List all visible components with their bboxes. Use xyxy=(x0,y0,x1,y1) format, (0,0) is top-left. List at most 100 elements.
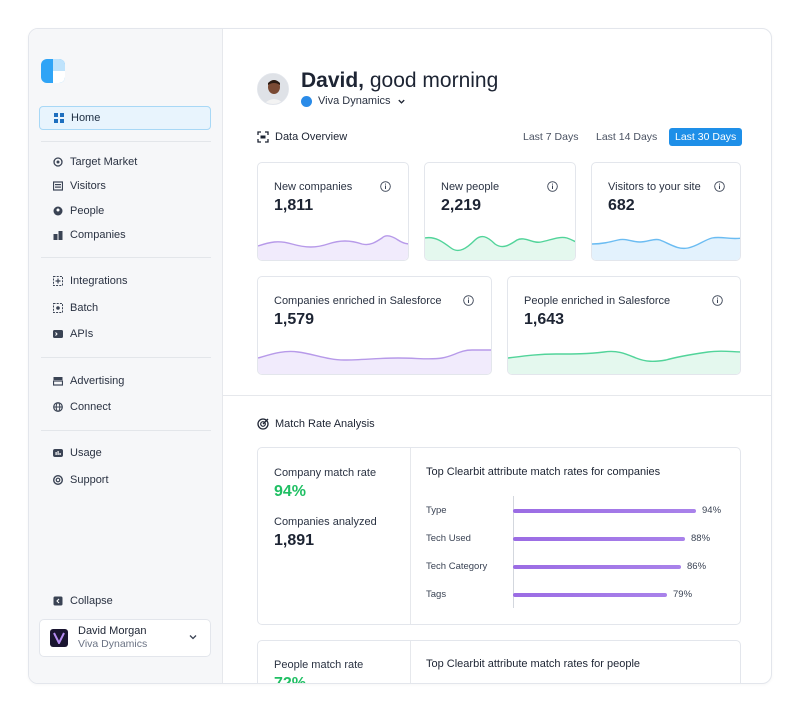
user-photo xyxy=(258,74,288,104)
integrations-icon xyxy=(53,276,63,286)
sidebar-item-label: Target Market xyxy=(70,156,138,168)
collapse-label: Collapse xyxy=(70,595,113,607)
info-icon[interactable] xyxy=(714,181,725,192)
sidebar-item-usage[interactable]: Usage xyxy=(39,441,211,465)
companies-icon xyxy=(53,230,63,240)
data-overview-title: Data Overview xyxy=(257,131,347,143)
bar-tech-category xyxy=(513,565,681,569)
people-attr-chart-title: Top Clearbit attribute match rates for p… xyxy=(426,658,641,670)
sidebar-item-batch[interactable]: Batch xyxy=(39,296,211,320)
sidebar-divider xyxy=(41,430,211,431)
overview-icon xyxy=(257,131,269,143)
range-last-14-days[interactable]: Last 14 Days xyxy=(596,131,658,143)
stat-value: 682 xyxy=(608,197,635,214)
sidebar-item-companies[interactable]: Companies xyxy=(39,223,211,247)
range-last-7-days[interactable]: Last 7 Days xyxy=(523,131,579,143)
bar-value: 94% xyxy=(702,505,722,516)
sidebar-item-people[interactable]: People xyxy=(39,199,211,223)
sidebar-item-label: Home xyxy=(71,112,101,124)
sidebar-item-label: Advertising xyxy=(70,375,125,387)
section-title-text: Data Overview xyxy=(275,131,348,143)
sparkline xyxy=(258,349,491,374)
collapse-button[interactable]: Collapse xyxy=(39,589,211,613)
account-org: Viva Dynamics xyxy=(78,638,148,650)
company-match-rate-value: 94% xyxy=(274,483,307,500)
people-icon xyxy=(53,206,63,216)
stat-card-visitors[interactable]: Visitors to your site 682 xyxy=(591,162,741,261)
sidebar-item-integrations[interactable]: Integrations xyxy=(39,269,211,293)
usage-icon xyxy=(53,448,63,458)
sidebar-divider xyxy=(41,257,211,258)
info-icon[interactable] xyxy=(712,295,723,306)
stat-value: 2,219 xyxy=(441,197,482,214)
sidebar-item-label: Visitors xyxy=(70,180,106,192)
sparkline xyxy=(592,236,740,260)
account-switcher[interactable]: David Morgan Viva Dynamics xyxy=(39,619,211,657)
stat-card-new-companies[interactable]: New companies 1,811 xyxy=(257,162,409,261)
globe-icon xyxy=(53,402,63,412)
chevron-down-icon xyxy=(189,635,197,640)
bar-label: Tech Category xyxy=(426,561,488,572)
stat-label: People enriched in Salesforce xyxy=(524,295,671,307)
clearbit-logo-icon[interactable] xyxy=(41,59,65,83)
bar-label: Tech Used xyxy=(426,533,471,544)
stat-card-people-enriched[interactable]: People enriched in Salesforce 1,643 xyxy=(507,276,741,375)
main-content: David, good morning Viva Dynamics Data O… xyxy=(223,29,771,683)
info-icon[interactable] xyxy=(463,295,474,306)
greeting-text: good morning xyxy=(364,69,499,92)
bar-value: 86% xyxy=(687,561,707,572)
sidebar-item-label: Usage xyxy=(70,447,102,459)
stat-value: 1,811 xyxy=(274,197,314,214)
company-attr-chart-title: Top Clearbit attribute match rates for c… xyxy=(426,466,661,478)
home-grid-icon xyxy=(54,113,64,123)
sidebar-item-visitors[interactable]: Visitors xyxy=(39,174,211,198)
companies-analyzed-label: Companies analyzed xyxy=(274,516,377,528)
bar-value: 88% xyxy=(691,533,711,544)
section-divider xyxy=(223,395,771,396)
org-switcher[interactable]: Viva Dynamics xyxy=(301,95,406,107)
account-name: David Morgan xyxy=(78,625,147,637)
brand-mark-icon xyxy=(53,632,65,644)
advertising-icon xyxy=(53,376,63,386)
bar-label: Type xyxy=(426,505,447,516)
bar-tech-used xyxy=(513,537,685,541)
bar-label: Tags xyxy=(426,589,447,600)
account-avatar xyxy=(50,629,68,647)
sidebar-item-label: Support xyxy=(70,474,109,486)
stat-card-new-people[interactable]: New people 2,219 xyxy=(424,162,576,261)
stat-value: 1,579 xyxy=(274,311,315,328)
stat-card-companies-enriched[interactable]: Companies enriched in Salesforce 1,579 xyxy=(257,276,492,375)
bar-tags xyxy=(513,593,667,597)
sidebar-item-target-market[interactable]: Target Market xyxy=(39,150,211,174)
range-last-30-days[interactable]: Last 30 Days xyxy=(669,128,743,146)
sidebar-item-label: Connect xyxy=(70,401,111,413)
sidebar-item-home[interactable]: Home xyxy=(39,106,211,130)
user-avatar[interactable] xyxy=(257,73,289,105)
sidebar-item-apis[interactable]: APIs xyxy=(39,322,211,346)
sidebar-divider xyxy=(41,357,211,358)
people-match-card: People match rate 72% Top Clearbit attri… xyxy=(257,640,741,683)
api-icon xyxy=(53,329,63,339)
chevron-down-icon xyxy=(397,99,405,104)
sidebar-item-connect[interactable]: Connect xyxy=(39,395,211,419)
match-rate-title: Match Rate Analysis xyxy=(257,418,375,430)
sidebar-item-advertising[interactable]: Advertising xyxy=(39,369,211,393)
people-match-rate-label: People match rate xyxy=(274,659,364,671)
batch-icon xyxy=(53,303,63,313)
sidebar-item-support[interactable]: Support xyxy=(39,468,211,492)
sidebar-item-label: Batch xyxy=(70,302,99,314)
stat-label: Companies enriched in Salesforce xyxy=(274,295,442,307)
card-divider xyxy=(410,448,411,624)
support-icon xyxy=(53,475,63,485)
bar-type xyxy=(513,509,696,513)
company-match-card: Company match rate 94% Companies analyze… xyxy=(257,447,741,625)
sidebar-item-label: People xyxy=(70,205,105,217)
target-icon xyxy=(53,157,63,167)
companies-analyzed-value: 1,891 xyxy=(274,532,315,549)
bar-value: 79% xyxy=(673,589,693,600)
info-icon[interactable] xyxy=(380,181,391,192)
info-icon[interactable] xyxy=(547,181,558,192)
stat-label: Visitors to your site xyxy=(608,181,701,193)
card-divider xyxy=(410,641,411,683)
target-icon xyxy=(257,418,269,430)
